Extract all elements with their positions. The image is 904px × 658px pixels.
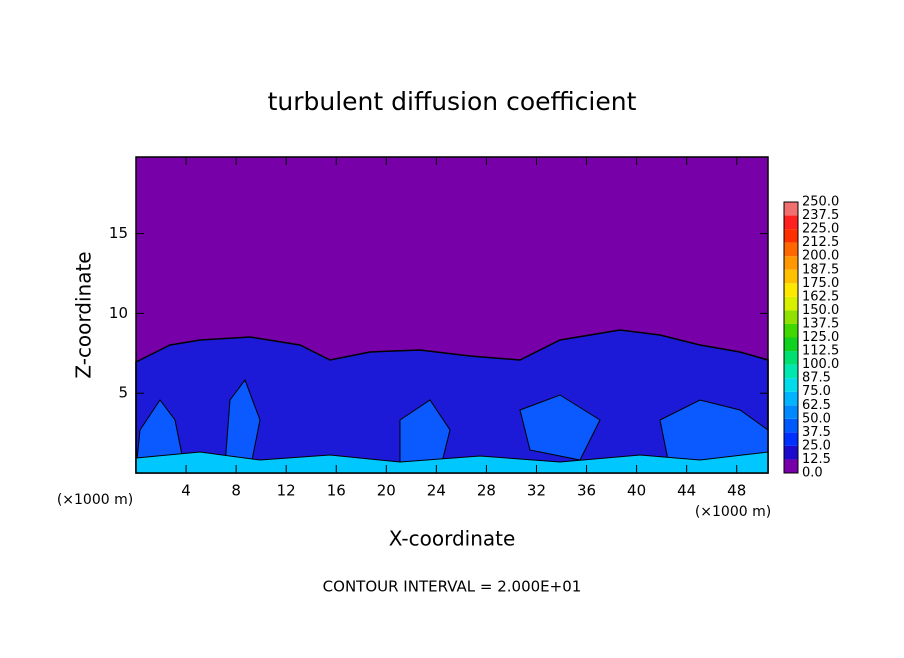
colorbar-swatch [784,323,798,338]
colorbar-swatch [784,351,798,365]
colorbar-swatch [784,391,798,406]
x-tick-label: 44 [677,482,696,500]
colorbar-swatch [784,256,798,270]
colorbar-label: 200.0 [802,249,839,264]
colorbar-label: 187.5 [802,262,839,277]
x-tick-label: 48 [727,482,746,500]
x-unit: (×1000 m) [695,504,771,520]
x-tick-label: 32 [527,482,546,500]
y-tick-label: 15 [109,224,128,242]
colorbar-label: 0.0 [802,466,823,481]
colorbar-swatch [784,337,798,352]
colorbar-label: 100.0 [802,357,839,372]
colorbar-label: 125.0 [802,330,839,345]
y-tick-label: 5 [118,384,128,402]
footer-note: CONTOUR INTERVAL = 2.000E+01 [323,578,582,596]
x-tick-label: 40 [627,482,646,500]
colorbar-swatch [784,405,798,419]
colorbar-label: 137.5 [802,316,839,331]
colorbar-swatch [784,459,798,473]
colorbar-label: 112.5 [802,344,839,359]
y-tick-label: 10 [109,304,128,322]
colorbar-label: 50.0 [802,411,831,426]
colorbar-label: 175.0 [802,276,839,291]
x-unit: (×1000 m) [57,492,133,508]
colorbar-label: 62.5 [802,398,831,413]
colorbar-label: 37.5 [802,425,831,440]
x-tick-label: 24 [427,482,446,500]
chart-title: turbulent diffusion coefficient [268,87,637,116]
x-tick-label: 36 [577,482,596,500]
colorbar-swatch [784,269,798,284]
colorbar-swatch [784,364,798,379]
x-tick-label: 4 [181,482,191,500]
field [135,157,769,474]
colorbar-swatch [784,242,798,257]
colorbar-swatch [784,296,798,311]
plot-frame [135,156,769,474]
colorbar-swatch [784,432,798,446]
colorbar-label: 75.0 [802,384,831,399]
colorbar-swatch [784,202,798,216]
colorbar-label: 150.0 [802,303,839,318]
colorbar-label: 212.5 [802,235,839,250]
colorbar-label: 87.5 [802,371,831,386]
colorbar-swatch [784,310,798,324]
colorbar-swatch [784,283,798,297]
colorbar-label: 25.0 [802,438,831,453]
field-region [135,329,769,474]
colorbar-label: 225.0 [802,222,839,237]
colorbar-swatch [784,445,798,460]
colorbar-swatch [784,215,798,230]
colorbar-label: 162.5 [802,289,839,304]
colorbar-swatch [784,418,798,433]
x-axis-label: X-coordinate [389,527,516,551]
colorbar-label: 250.0 [802,195,839,210]
x-tick-label: 12 [277,482,296,500]
y-axis-label: Z-coordinate [72,251,96,378]
x-tick-label: 16 [327,482,346,500]
colorbar-frame [783,201,799,474]
colorbar-swatch [784,229,798,243]
colorbar-label: 12.5 [802,452,831,467]
x-tick-label: 28 [477,482,496,500]
colorbar-swatch [784,378,798,392]
colorbar-label: 237.5 [802,208,839,223]
x-tick-label: 8 [231,482,241,500]
x-tick-label: 20 [377,482,396,500]
